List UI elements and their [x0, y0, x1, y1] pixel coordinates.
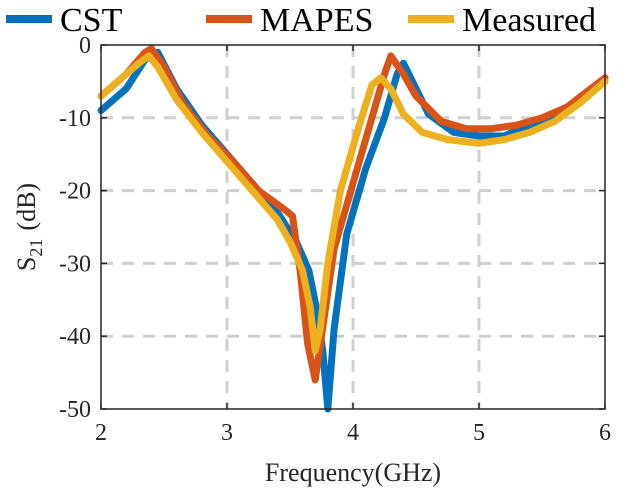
y-axis-label-base: S [12, 257, 41, 271]
x-axis-label: Frequency(GHz) [265, 458, 441, 487]
legend-label-measured: Measured [462, 2, 596, 39]
x-tick-label: 5 [473, 420, 485, 446]
y-axis-label-unit: (dB) [12, 183, 41, 231]
axis-ticks: 2 3 4 5 6 0 -10 -20 -30 -40 -50 [59, 33, 611, 446]
y-tick-label: -40 [59, 324, 91, 350]
y-axis-label: S21 (dB) [12, 183, 46, 271]
y-tick-label: -10 [59, 106, 91, 132]
legend: CST MAPES Measured [6, 2, 596, 39]
y-tick-label: 0 [79, 33, 91, 59]
y-tick-label: -20 [59, 179, 91, 205]
x-tick-label: 4 [347, 420, 359, 446]
y-axis-label-subscript: 21 [26, 239, 46, 257]
legend-label-cst: CST [60, 2, 123, 39]
y-tick-label: -50 [59, 397, 91, 423]
series-line-measured [97, 52, 609, 355]
x-tick-label: 2 [95, 420, 107, 446]
series-group [97, 45, 609, 413]
y-tick-label: -30 [59, 251, 91, 277]
legend-label-mapes: MAPES [260, 2, 373, 39]
axis-labels: Frequency(GHz) S21 (dB) [12, 183, 441, 487]
x-tick-label: 6 [599, 420, 611, 446]
x-tick-label: 3 [221, 420, 233, 446]
